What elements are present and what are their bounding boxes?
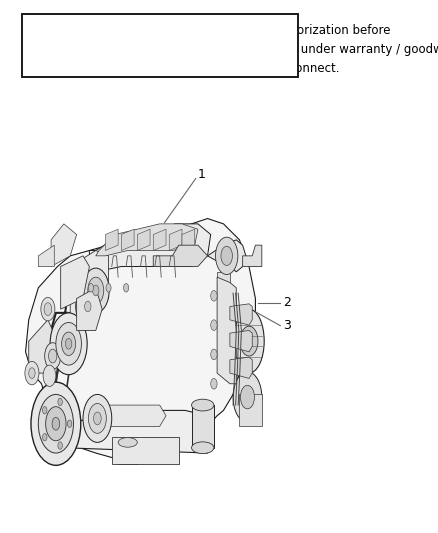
- Ellipse shape: [233, 372, 262, 422]
- Circle shape: [240, 326, 258, 356]
- Circle shape: [56, 322, 81, 365]
- Circle shape: [240, 385, 254, 409]
- Polygon shape: [191, 405, 214, 448]
- Polygon shape: [29, 320, 57, 373]
- Circle shape: [67, 420, 72, 427]
- Polygon shape: [25, 219, 255, 458]
- Polygon shape: [51, 224, 77, 266]
- Circle shape: [215, 237, 238, 274]
- Polygon shape: [208, 240, 246, 272]
- Text: North America Dealers must obtain pre- authorization before: North America Dealers must obtain pre- a…: [29, 24, 390, 37]
- Circle shape: [88, 403, 106, 433]
- Ellipse shape: [191, 399, 214, 411]
- Circle shape: [82, 268, 109, 313]
- Polygon shape: [121, 229, 134, 251]
- Circle shape: [81, 295, 95, 318]
- Circle shape: [88, 277, 104, 304]
- Circle shape: [211, 349, 217, 360]
- Circle shape: [50, 313, 87, 375]
- Circle shape: [106, 284, 111, 292]
- Circle shape: [58, 442, 62, 449]
- Text: See appropriate warranty bulletin in dealer connect.: See appropriate warranty bulletin in dea…: [29, 62, 339, 75]
- Polygon shape: [70, 251, 109, 330]
- Polygon shape: [64, 410, 214, 453]
- Circle shape: [44, 303, 52, 316]
- FancyBboxPatch shape: [22, 14, 297, 77]
- Polygon shape: [96, 224, 198, 256]
- Circle shape: [85, 301, 91, 312]
- Polygon shape: [240, 394, 262, 426]
- Circle shape: [62, 332, 76, 356]
- Polygon shape: [112, 437, 179, 464]
- Circle shape: [124, 284, 129, 292]
- Polygon shape: [217, 272, 230, 298]
- Ellipse shape: [118, 438, 137, 447]
- Polygon shape: [153, 229, 166, 251]
- Circle shape: [42, 407, 47, 414]
- Circle shape: [94, 412, 101, 425]
- Circle shape: [88, 284, 94, 292]
- Polygon shape: [230, 304, 252, 325]
- Circle shape: [92, 285, 99, 296]
- Circle shape: [49, 349, 57, 363]
- Text: 1: 1: [197, 168, 205, 181]
- Polygon shape: [60, 256, 89, 309]
- Polygon shape: [118, 442, 137, 464]
- Text: replacing a Cummins diesel engine assembly under warranty / goodwill.: replacing a Cummins diesel engine assemb…: [29, 43, 438, 56]
- Circle shape: [211, 320, 217, 330]
- Polygon shape: [89, 405, 166, 426]
- Text: 2: 2: [283, 296, 291, 309]
- Circle shape: [65, 338, 72, 349]
- Circle shape: [43, 365, 56, 386]
- Circle shape: [46, 407, 66, 441]
- Polygon shape: [230, 357, 252, 378]
- Circle shape: [41, 297, 55, 321]
- Circle shape: [29, 368, 35, 378]
- Circle shape: [38, 394, 74, 453]
- Circle shape: [42, 433, 47, 441]
- Polygon shape: [169, 229, 182, 251]
- Polygon shape: [137, 229, 150, 251]
- Circle shape: [25, 361, 39, 385]
- Text: 3: 3: [283, 319, 291, 332]
- Polygon shape: [106, 229, 118, 251]
- Polygon shape: [153, 245, 208, 266]
- Polygon shape: [182, 229, 195, 251]
- Polygon shape: [217, 277, 236, 384]
- Circle shape: [221, 246, 233, 265]
- Polygon shape: [89, 224, 211, 272]
- Circle shape: [58, 398, 62, 406]
- Circle shape: [76, 286, 100, 327]
- Polygon shape: [77, 288, 102, 330]
- Ellipse shape: [234, 309, 264, 373]
- Circle shape: [211, 378, 217, 389]
- Polygon shape: [38, 245, 54, 266]
- Polygon shape: [243, 245, 262, 266]
- Ellipse shape: [191, 442, 214, 454]
- Circle shape: [45, 343, 60, 369]
- Circle shape: [83, 394, 112, 442]
- Circle shape: [52, 417, 60, 430]
- Circle shape: [211, 290, 217, 301]
- Circle shape: [31, 382, 81, 465]
- Polygon shape: [230, 330, 252, 352]
